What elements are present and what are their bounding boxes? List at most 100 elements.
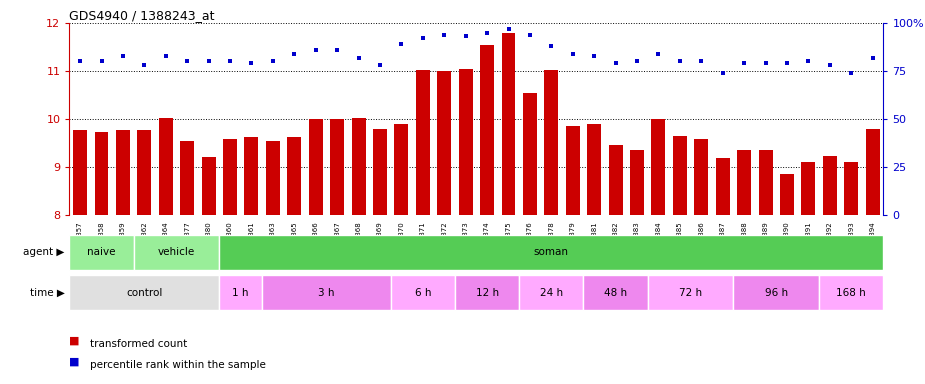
Text: 1 h: 1 h	[232, 288, 249, 298]
Bar	[288, 137, 302, 215]
Point	[630, 58, 645, 65]
Point	[73, 58, 88, 65]
Bar	[219, 235, 883, 270]
Point	[480, 30, 495, 36]
Point	[244, 60, 259, 66]
Point	[308, 47, 323, 53]
Bar	[737, 150, 751, 215]
Bar	[138, 130, 152, 215]
Point	[352, 55, 366, 61]
Bar	[820, 275, 883, 310]
Bar	[566, 126, 580, 215]
Bar	[695, 139, 709, 215]
Bar	[265, 141, 280, 215]
Bar	[630, 150, 644, 215]
Bar	[69, 275, 219, 310]
Bar	[73, 130, 87, 215]
Point	[394, 41, 409, 47]
Bar	[116, 130, 130, 215]
Bar	[648, 275, 734, 310]
Text: 24 h: 24 h	[540, 288, 563, 298]
Point	[523, 31, 537, 38]
Point	[822, 62, 837, 68]
Bar	[545, 70, 559, 215]
Bar	[780, 174, 794, 215]
Text: ■: ■	[69, 357, 80, 367]
Bar	[519, 275, 584, 310]
Point	[329, 47, 344, 53]
Point	[715, 70, 730, 76]
Point	[373, 62, 388, 68]
Point	[265, 58, 280, 65]
Text: 168 h: 168 h	[836, 288, 866, 298]
Bar	[202, 157, 216, 215]
Text: transformed count: transformed count	[90, 339, 187, 349]
Point	[865, 55, 880, 61]
Point	[415, 35, 430, 41]
Point	[609, 60, 623, 66]
Bar	[758, 150, 772, 215]
Bar	[94, 132, 108, 215]
Bar	[133, 235, 219, 270]
Bar	[352, 118, 365, 215]
Bar	[394, 124, 408, 215]
Bar	[244, 137, 258, 215]
Bar	[651, 119, 665, 215]
Text: soman: soman	[534, 247, 569, 258]
Point	[116, 53, 130, 59]
Bar	[845, 162, 858, 215]
Bar	[480, 45, 494, 215]
Bar	[823, 157, 837, 215]
Text: GDS4940 / 1388243_at: GDS4940 / 1388243_at	[69, 9, 215, 22]
Text: 96 h: 96 h	[765, 288, 788, 298]
Bar	[330, 119, 344, 215]
Text: 48 h: 48 h	[604, 288, 627, 298]
Bar	[223, 139, 237, 215]
Point	[565, 51, 580, 57]
Text: control: control	[126, 288, 163, 298]
Text: ■: ■	[69, 336, 80, 346]
Text: 12 h: 12 h	[475, 288, 499, 298]
Bar	[584, 275, 647, 310]
Point	[202, 58, 216, 65]
Point	[780, 60, 795, 66]
Bar	[438, 71, 451, 215]
Point	[651, 51, 666, 57]
Point	[223, 58, 238, 65]
Point	[672, 58, 687, 65]
Bar	[501, 33, 515, 215]
Bar	[373, 129, 387, 215]
Text: 72 h: 72 h	[679, 288, 702, 298]
Bar	[309, 119, 323, 215]
Point	[458, 33, 473, 40]
Text: 6 h: 6 h	[414, 288, 431, 298]
Point	[758, 60, 773, 66]
Bar	[459, 69, 473, 215]
Bar	[523, 93, 536, 215]
Bar	[716, 159, 730, 215]
Text: naive: naive	[87, 247, 116, 258]
Bar	[734, 275, 820, 310]
Point	[287, 51, 302, 57]
Text: time ▶: time ▶	[30, 288, 65, 298]
Bar	[416, 70, 430, 215]
Bar	[609, 146, 623, 215]
Point	[94, 58, 109, 65]
Text: vehicle: vehicle	[158, 247, 195, 258]
Point	[137, 62, 152, 68]
Point	[694, 58, 709, 65]
Bar	[866, 129, 880, 215]
Text: agent ▶: agent ▶	[23, 247, 65, 258]
Bar	[390, 275, 455, 310]
Text: percentile rank within the sample: percentile rank within the sample	[90, 360, 265, 370]
Bar	[672, 136, 687, 215]
Point	[586, 53, 601, 59]
Bar	[455, 275, 519, 310]
Point	[736, 60, 751, 66]
Point	[158, 53, 173, 59]
Point	[544, 43, 559, 49]
Bar	[159, 118, 173, 215]
Point	[844, 70, 858, 76]
Bar	[262, 275, 390, 310]
Point	[179, 58, 194, 65]
